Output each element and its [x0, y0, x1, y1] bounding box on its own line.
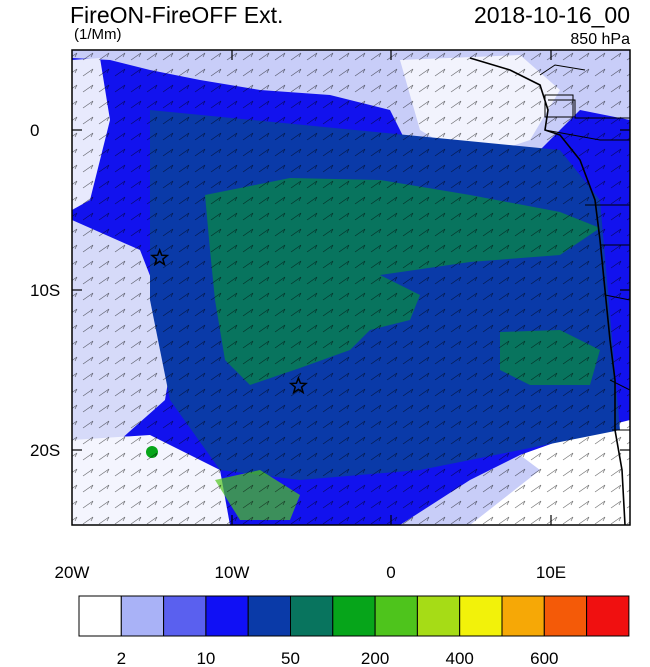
y-tick-label: 0 [30, 121, 39, 140]
markers-layer [150, 247, 308, 395]
colorbar-swatch [501, 595, 545, 637]
map-panel [72, 50, 630, 525]
colorbar-swatch [247, 595, 291, 637]
colorbar-labels: 2 10 50 200 400 600 [117, 649, 559, 667]
colorbar-label: 2 [117, 649, 126, 667]
colorbar-swatch [374, 595, 418, 637]
colorbar-swatch [120, 595, 165, 637]
map-datetime: 2018-10-16_00 [473, 2, 630, 28]
map-frame [71, 49, 631, 526]
x-tick-label: 0 [386, 563, 395, 582]
colorbar-swatch [332, 595, 376, 637]
x-tick-label: 10E [536, 563, 566, 582]
star-marker-west [150, 247, 170, 267]
colorbar-label: 400 [446, 649, 474, 667]
colorbar-swatch [459, 595, 503, 637]
x-tick-label: 10W [215, 563, 250, 582]
colorbar-swatch [586, 595, 630, 637]
colorbar-label: 10 [196, 649, 215, 667]
units-label: (1/Mm) [74, 26, 122, 43]
pressure-level-label: 850 hPa [570, 31, 630, 48]
colorbar-label: 50 [281, 649, 300, 667]
x-tick-label: 20W [55, 563, 90, 582]
colorbar-swatch [78, 595, 122, 637]
colorbar-swatch [205, 595, 249, 637]
colorbar [78, 595, 630, 637]
colorbar-label: 600 [530, 649, 558, 667]
star-marker-center [288, 375, 308, 395]
axis-ticks [72, 50, 630, 525]
y-tick-label: 10S [30, 281, 60, 300]
country-borders [539, 64, 630, 431]
colorbar-label: 200 [361, 649, 389, 667]
colorbar-swatch [416, 595, 461, 637]
colorbar-swatch [543, 595, 588, 637]
africa-coastline [469, 57, 626, 525]
map-title: FireON-FireOFF Ext. [70, 2, 284, 28]
colorbar-swatch [290, 595, 334, 637]
y-tick-label: 20S [30, 441, 60, 460]
colorbar-swatch [163, 595, 207, 637]
